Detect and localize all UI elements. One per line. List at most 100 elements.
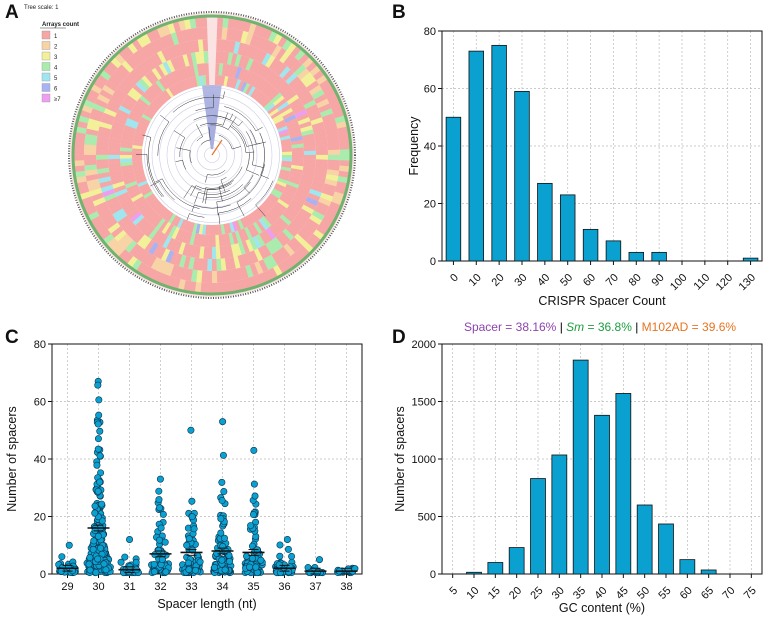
tree-ring-cell [127, 208, 140, 219]
tree-ring-cell [261, 98, 271, 108]
tree-ring-cell [272, 188, 283, 197]
panel-label-b: B [392, 2, 406, 23]
data-point [219, 418, 227, 426]
tree-branch [142, 134, 151, 138]
y-tick-label: 80 [34, 339, 46, 351]
tree-branch [246, 153, 250, 170]
tree-ring-cell [121, 236, 134, 250]
tree-ring-cell [252, 221, 263, 235]
tree-ring-cell [268, 225, 280, 238]
x-axis-label: GC content (%) [559, 601, 645, 615]
tree-ring-cell [136, 201, 149, 212]
tree-ring-cell [244, 32, 254, 46]
tree-ring-cell [216, 258, 222, 271]
tree-ring-cell [165, 33, 175, 47]
tree-ring-cell [222, 16, 230, 28]
tree-ring-cell [315, 145, 328, 151]
data-point [161, 538, 169, 546]
tree-ring-cell [258, 37, 269, 51]
tree-ring-cell [137, 98, 150, 109]
tree-ring-cell [152, 215, 163, 228]
tree-ring-cell [185, 65, 193, 79]
legend-label: 6 [54, 87, 58, 93]
tree-ring-cell [155, 272, 166, 285]
tree-ring-cell [104, 218, 118, 230]
x-tick-label: 70 [720, 585, 737, 602]
tree-ring-cell [139, 203, 151, 215]
tree-ring-cell [96, 205, 110, 216]
tree-ring-cell [135, 128, 146, 135]
tree-ring-cell [134, 198, 147, 209]
tree-ring-cell [133, 246, 145, 260]
tree-ring-cell [155, 204, 165, 214]
tree-ring-cell [144, 57, 156, 71]
tree-ring-cell [137, 63, 149, 76]
tree-ring-cell [249, 46, 259, 60]
tree-ring-cell [166, 59, 176, 73]
tree-ring-cell [276, 217, 289, 229]
tree-ring-cell [120, 147, 133, 152]
tree-ring-cell [170, 57, 179, 71]
tree-ring-cell [170, 264, 179, 278]
tree-branch [229, 113, 234, 121]
tree-ring-cell [230, 244, 238, 257]
x-tick-label: 30 [92, 581, 104, 593]
annotation-m102: M102AD = 39.6% [642, 320, 737, 334]
data-point [94, 555, 102, 563]
tree-ring-cell [288, 128, 302, 136]
tree-ring-cell [296, 211, 310, 223]
tree-branch [159, 181, 175, 201]
legend-swatch [41, 41, 51, 50]
tree-ring-cell [268, 267, 279, 280]
data-point [91, 502, 99, 510]
data-point [225, 551, 233, 559]
tree-ring-cell [160, 248, 171, 262]
tree-ring-cell [107, 76, 121, 88]
tree-ring-cell [301, 204, 315, 215]
tree-ring-cell [326, 169, 340, 177]
tree-ring-cell [223, 76, 229, 87]
tree-ring-cell [283, 187, 297, 196]
tree-ring-cell [208, 234, 212, 247]
tree-ring-cell [262, 229, 273, 243]
tree-ring-cell [138, 219, 150, 232]
tree-ring-cell [74, 170, 86, 178]
tree-ring-cell [321, 188, 335, 197]
tree-ring-cell [327, 144, 340, 151]
tree-ring-cell [84, 159, 97, 166]
bar [468, 50, 485, 262]
tree-ring-cell [173, 216, 182, 227]
tree-ring-cell [277, 125, 288, 133]
tree-ring-cell [170, 239, 179, 252]
data-point [217, 515, 225, 523]
legend-title: Arrays count [42, 22, 79, 28]
tree-ring-cell [315, 140, 328, 147]
tree-ring-cell [267, 42, 278, 56]
tree-ring-cell [286, 57, 299, 70]
tree-ring-cell [237, 67, 246, 81]
bar [445, 116, 462, 262]
data-point [155, 496, 163, 504]
tree-ring-cell [237, 80, 245, 91]
tree-ring-cell [129, 211, 142, 223]
tree-ring-cell [151, 27, 161, 40]
tree-ring-cell [303, 162, 316, 169]
tree-ring-cell [281, 141, 292, 147]
bar [572, 359, 589, 575]
tree-ring-cell [261, 82, 272, 95]
tree-ring-cell [124, 205, 138, 216]
tree-branch [216, 181, 251, 203]
tree-ring-cell [133, 135, 145, 141]
bar [679, 559, 696, 575]
tree-ring-cell [73, 143, 85, 150]
tree-ring-cell [326, 206, 340, 217]
x-axis-label: Spacer length (nt) [157, 597, 256, 611]
tree-ring-cell [195, 270, 203, 283]
tree-ring-cell [112, 91, 126, 102]
tree-ring-cell [245, 84, 254, 95]
tree-ring-cell [320, 192, 334, 202]
tree-ring-cell [234, 243, 242, 256]
tree-ring-cell [287, 125, 301, 133]
tree-ring-cell [241, 240, 250, 254]
tree-ring-cell [135, 101, 148, 112]
